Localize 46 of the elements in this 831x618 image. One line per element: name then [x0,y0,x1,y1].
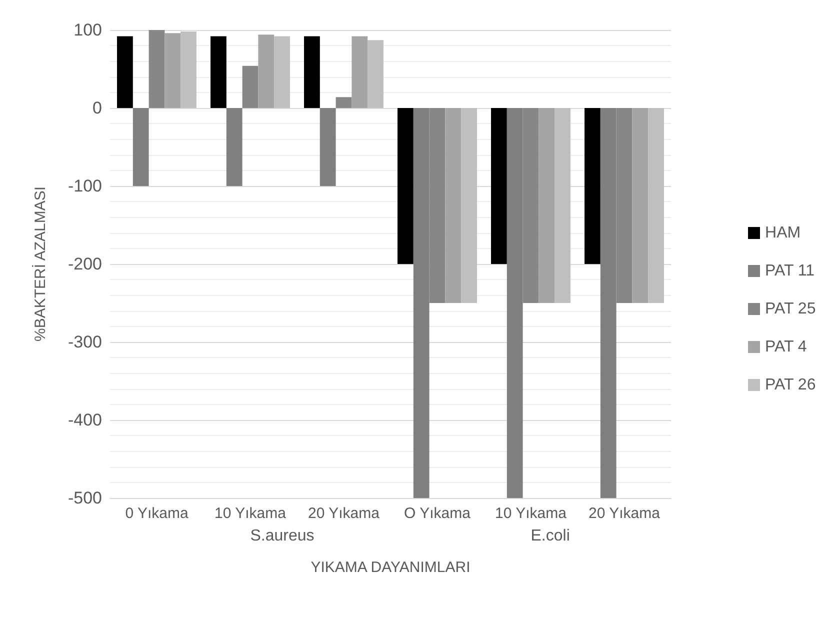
bar [538,108,555,303]
bar [632,108,648,303]
bar [164,33,181,108]
bar [274,36,290,108]
y-tick-label: 0 [92,98,102,118]
bar [258,34,274,108]
y-axis-title: %BAKTERİ AZALMASI [31,186,49,342]
bar [180,32,196,108]
x-tick-label: 10 Yıkama [495,505,568,522]
y-tick-label: 100 [74,20,102,40]
bar [398,108,414,264]
bar [445,108,462,303]
legend-label: PAT 26 [765,376,816,394]
legend-label: PAT 4 [765,338,807,356]
bar [132,108,149,186]
x-tick-label: 10 Yıkama [214,505,287,522]
bar [554,108,570,303]
x-axis-title: YIKAMA DAYANIMLARI [310,559,470,576]
y-tick-label: -100 [68,176,102,196]
x-tick-label: O Yıkama [404,505,472,522]
legend-label: HAM [765,224,801,242]
bar [648,108,664,303]
bar [148,30,165,108]
bar [117,36,133,108]
bar [226,108,242,186]
legend-label: PAT 25 [765,300,816,318]
bar [368,40,384,108]
x-tick-label: 20 Yıkama [588,505,661,522]
bar [210,36,226,108]
bar [584,108,600,264]
y-tick-label: -400 [68,410,102,430]
y-tick-label: -300 [68,332,102,352]
y-tick-label: -500 [68,488,102,508]
y-tick-label: -200 [68,254,102,274]
text: S.aureus [250,528,314,544]
bar [336,97,352,108]
text: E.coli [530,528,570,544]
x-tick-label: 20 Yıkama [308,505,380,522]
bar [352,36,368,108]
bar [461,108,477,303]
bar [304,36,320,108]
bar [320,108,336,186]
bar [242,66,258,108]
bar [491,108,507,264]
x-tick-label: 0 Yıkama [125,505,189,522]
legend-label: PAT 11 [765,262,815,280]
